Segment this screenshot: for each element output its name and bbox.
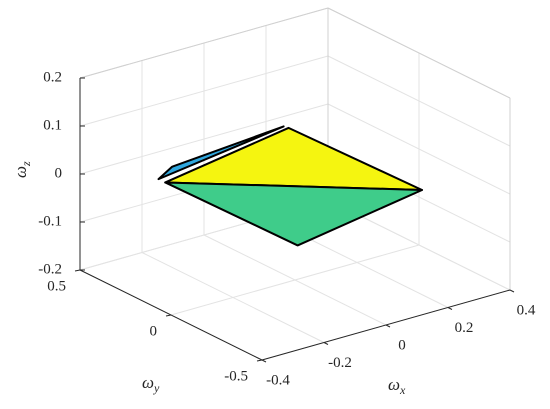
box-edge <box>79 7 329 79</box>
z-tick-label: 0.1 <box>43 117 62 133</box>
z-tick-label: 0.2 <box>43 69 62 85</box>
tick-mark <box>165 314 172 317</box>
y-axis-label: ωy <box>142 373 160 395</box>
z-tick-label: -0.2 <box>38 261 62 277</box>
x-axis-label: ωx <box>388 375 406 397</box>
z-axis-label: ωz <box>11 161 33 178</box>
patch <box>157 125 285 181</box>
x-tick-label: 0.2 <box>455 320 474 336</box>
tick-mark <box>261 359 267 363</box>
y-tick-label: 0.5 <box>47 278 66 294</box>
tick-mark <box>447 307 453 310</box>
grid-line <box>327 103 511 195</box>
tick-mark <box>323 342 329 345</box>
z-tick-label: 0 <box>55 165 63 181</box>
x-tick-label: -0.2 <box>328 355 352 371</box>
grid-line <box>327 55 511 147</box>
tick-mark <box>256 359 263 362</box>
z-tick-label: -0.1 <box>38 213 62 229</box>
grid-line <box>170 244 420 316</box>
patch <box>164 181 424 247</box>
box-edge <box>327 7 511 99</box>
grid-line <box>79 55 329 127</box>
tick-mark <box>74 269 81 272</box>
grid-line <box>79 103 329 175</box>
tick-mark <box>509 289 515 293</box>
x-tick-label: 0 <box>398 337 406 353</box>
x-tick-label: -0.4 <box>266 372 290 388</box>
x-tick-label: 0.4 <box>517 302 536 318</box>
y-tick-label: -0.5 <box>224 368 248 384</box>
tick-mark <box>385 324 391 328</box>
y-tick-label: 0 <box>150 323 158 339</box>
